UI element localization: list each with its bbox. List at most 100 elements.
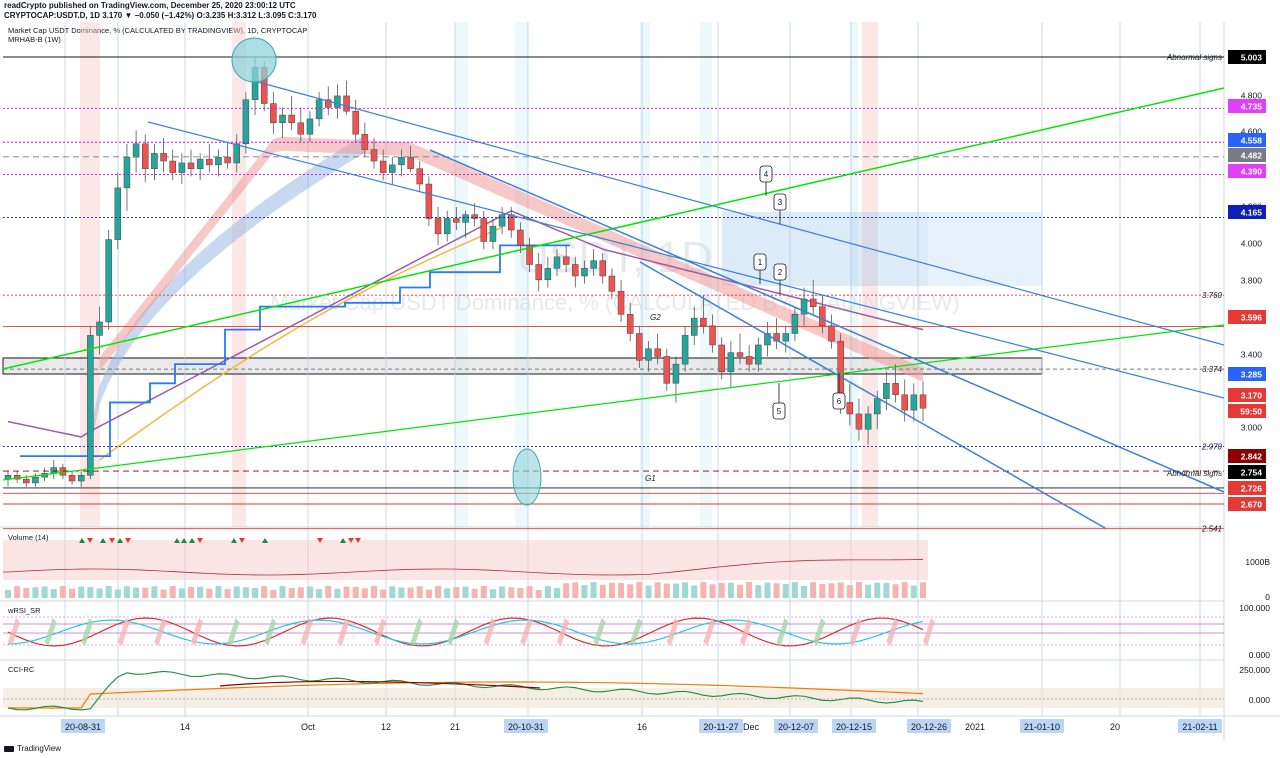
time-tick[interactable]: 20-12-15 <box>832 719 876 733</box>
trendline[interactable] <box>2 324 1225 481</box>
candle-body <box>224 156 231 164</box>
price-label-bg <box>1228 133 1266 147</box>
price-label-text: 4.482 <box>1241 151 1263 161</box>
trendline[interactable] <box>429 149 1225 493</box>
price-label[interactable]: 2.726 <box>1228 481 1266 495</box>
candle-body <box>123 156 131 189</box>
price-label[interactable]: 2.842 <box>1228 449 1266 463</box>
price-label[interactable]: 5.003 <box>1228 50 1266 64</box>
volume-pane-title[interactable]: Volume (14) <box>8 533 49 542</box>
trendline[interactable] <box>257 81 1225 346</box>
candle-body <box>142 143 149 169</box>
volume-bar <box>874 582 881 598</box>
time-tick[interactable]: 20-12-26 <box>907 719 951 733</box>
horizontal-levels[interactable] <box>3 56 1224 530</box>
volume-up-marker <box>181 538 187 543</box>
candle-body <box>517 229 524 246</box>
volume-bar <box>197 586 204 598</box>
candle-body <box>77 475 85 482</box>
price-label[interactable]: 3.170 <box>1228 388 1266 402</box>
wrsi-pane-title[interactable]: wRSI_SR <box>8 606 41 615</box>
cci-pane-title[interactable]: CCI-RC <box>8 665 35 674</box>
volume-bar <box>96 588 103 598</box>
price-label[interactable]: 4.735 <box>1228 99 1266 113</box>
time-tick[interactable]: 21-02-11 <box>1178 719 1222 733</box>
price-label[interactable]: 4.600 <box>1241 127 1263 137</box>
time-tick[interactable]: Oct <box>301 722 316 732</box>
time-tick[interactable]: 21 <box>450 722 460 732</box>
time-tick[interactable]: 20-12-07 <box>774 719 818 733</box>
projection-zone-box[interactable] <box>928 212 1042 286</box>
candle-body <box>187 162 195 169</box>
volume-bar <box>261 586 268 598</box>
highlight-ellipse[interactable] <box>512 448 542 506</box>
volume-bar <box>837 582 844 598</box>
time-tick[interactable]: Dec <box>743 722 760 732</box>
wrsi-wave <box>557 618 569 646</box>
callout-4[interactable]: 4 <box>759 165 773 196</box>
callout-6[interactable]: 6 <box>832 373 846 410</box>
trendline[interactable] <box>639 261 1106 529</box>
annotations[interactable]: Abnormal signs Abnormal signs G1 G2 3.760 3.3… <box>231 37 1223 534</box>
step-line <box>20 244 570 457</box>
price-label[interactable]: 59:50 <box>1228 404 1266 418</box>
price-label[interactable]: 4.558 <box>1228 133 1266 147</box>
time-tick-label: 2021 <box>965 722 985 732</box>
callout-2[interactable]: 2 <box>773 263 787 294</box>
callout-1[interactable]: 1 <box>753 253 767 284</box>
volume-bar <box>389 586 396 598</box>
candle-body <box>270 103 277 123</box>
price-label[interactable]: 4.000 <box>1241 239 1263 249</box>
g1-label[interactable]: G1 <box>645 474 656 483</box>
volume-bar <box>590 582 597 598</box>
time-tick[interactable]: 21-01-10 <box>1020 719 1064 733</box>
level-text-label[interactable]: 3.760 <box>1202 291 1223 300</box>
volume-bar <box>398 587 405 598</box>
price-label[interactable]: 3.285 <box>1228 367 1266 381</box>
candle-body <box>398 156 405 166</box>
candle-body <box>572 264 579 277</box>
wrsi-wave <box>740 618 752 646</box>
abnormal-signs-bottom-label[interactable]: Abnormal signs <box>1166 469 1222 478</box>
price-label[interactable]: 3.596 <box>1228 310 1266 324</box>
indicator-title[interactable]: MRHAB-B (1W) <box>8 35 61 44</box>
time-tick[interactable]: 12 <box>381 722 391 732</box>
time-tick[interactable]: 20-10-31 <box>504 719 548 733</box>
price-label-text: 4.165 <box>1241 208 1263 218</box>
volume-up-marker <box>174 538 180 543</box>
price-label[interactable]: 2.670 <box>1228 497 1266 511</box>
time-tick[interactable]: 14 <box>180 722 190 732</box>
price-label[interactable]: 4.165 <box>1228 205 1266 219</box>
level-text-label[interactable]: 3.374 <box>1202 365 1223 374</box>
target-zone-box[interactable] <box>722 212 928 286</box>
trendlines[interactable] <box>2 81 1225 529</box>
time-tick[interactable]: 2021 <box>965 722 985 732</box>
level-text-label[interactable]: 2.970 <box>1201 443 1223 452</box>
price-label[interactable]: 3.400 <box>1241 350 1263 360</box>
price-label[interactable]: 4.390 <box>1228 164 1266 178</box>
level-text-label[interactable]: 2.541 <box>1201 525 1222 534</box>
g2-label[interactable]: G2 <box>650 313 661 322</box>
candle-body <box>901 394 908 411</box>
price-label[interactable]: 2.754 <box>1228 465 1266 479</box>
price-axis[interactable]: 5.0034.8004.7354.6004.5584.4824.3904.200… <box>1228 50 1270 705</box>
volume-bar <box>737 584 743 598</box>
candle-body <box>645 348 652 361</box>
volume-bar <box>69 588 76 598</box>
price-label[interactable]: 3.000 <box>1241 423 1263 433</box>
abnormal-signs-top-label[interactable]: Abnormal signs <box>1166 53 1222 62</box>
time-tick[interactable]: 20 <box>1110 722 1120 732</box>
price-label[interactable]: 3.800 <box>1241 276 1263 286</box>
callout-3[interactable]: 3 <box>773 193 787 224</box>
time-tick[interactable]: 16 <box>637 722 647 732</box>
price-label[interactable]: 4.482 <box>1228 148 1266 162</box>
callout-5[interactable]: 5 <box>772 383 786 420</box>
price-label[interactable]: 4.800 <box>1241 91 1263 101</box>
wrsi-wave <box>849 618 862 646</box>
time-tick[interactable]: 20-11-27 <box>699 719 743 733</box>
series-title[interactable]: Market Cap USDT Dominance, % (CALCULATED… <box>8 26 308 35</box>
time-axis[interactable]: 20-08-31 14 Oct 12 21 20-10-31 16 20-11-27 Dec 20… <box>61 719 1222 733</box>
time-tick[interactable]: 20-08-31 <box>61 719 105 733</box>
highlight-circle[interactable] <box>231 37 277 83</box>
